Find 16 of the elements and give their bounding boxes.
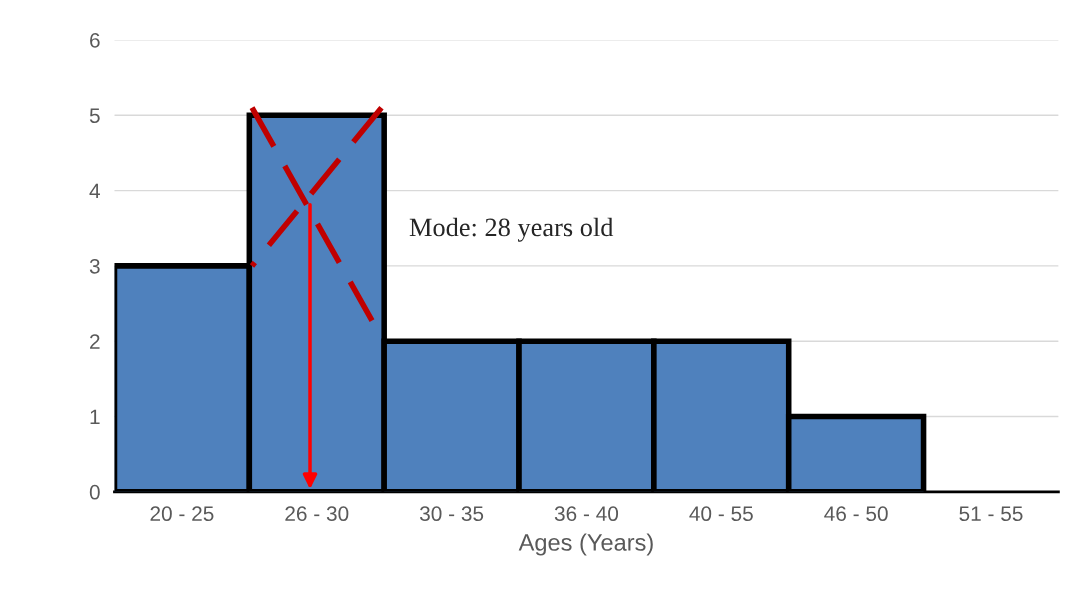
x-tick-label: 40 - 55: [689, 506, 753, 522]
x-tick-label: 51 - 55: [959, 506, 1023, 522]
x-tick-label: 30 - 35: [419, 506, 484, 522]
y-tick-label: 1: [90, 409, 100, 425]
y-tick-label: 5: [89, 108, 100, 124]
y-tick-label: 4: [89, 183, 100, 199]
y-tick-label: 2: [90, 334, 100, 349]
y-tick-label: 0: [89, 484, 100, 500]
x-tick-label: 26 - 30: [285, 506, 349, 522]
x-tick-label: 46 - 50: [824, 506, 888, 522]
x-axis-title: Ages (Years): [518, 533, 653, 556]
x-tick-label: 20 - 25: [150, 506, 214, 522]
x-tick-label: 36 - 40: [554, 506, 619, 522]
y-tick-label: 6: [90, 32, 100, 48]
y-tick-label: 3: [89, 258, 100, 274]
annotation: Mode: 28 years old: [409, 217, 614, 242]
